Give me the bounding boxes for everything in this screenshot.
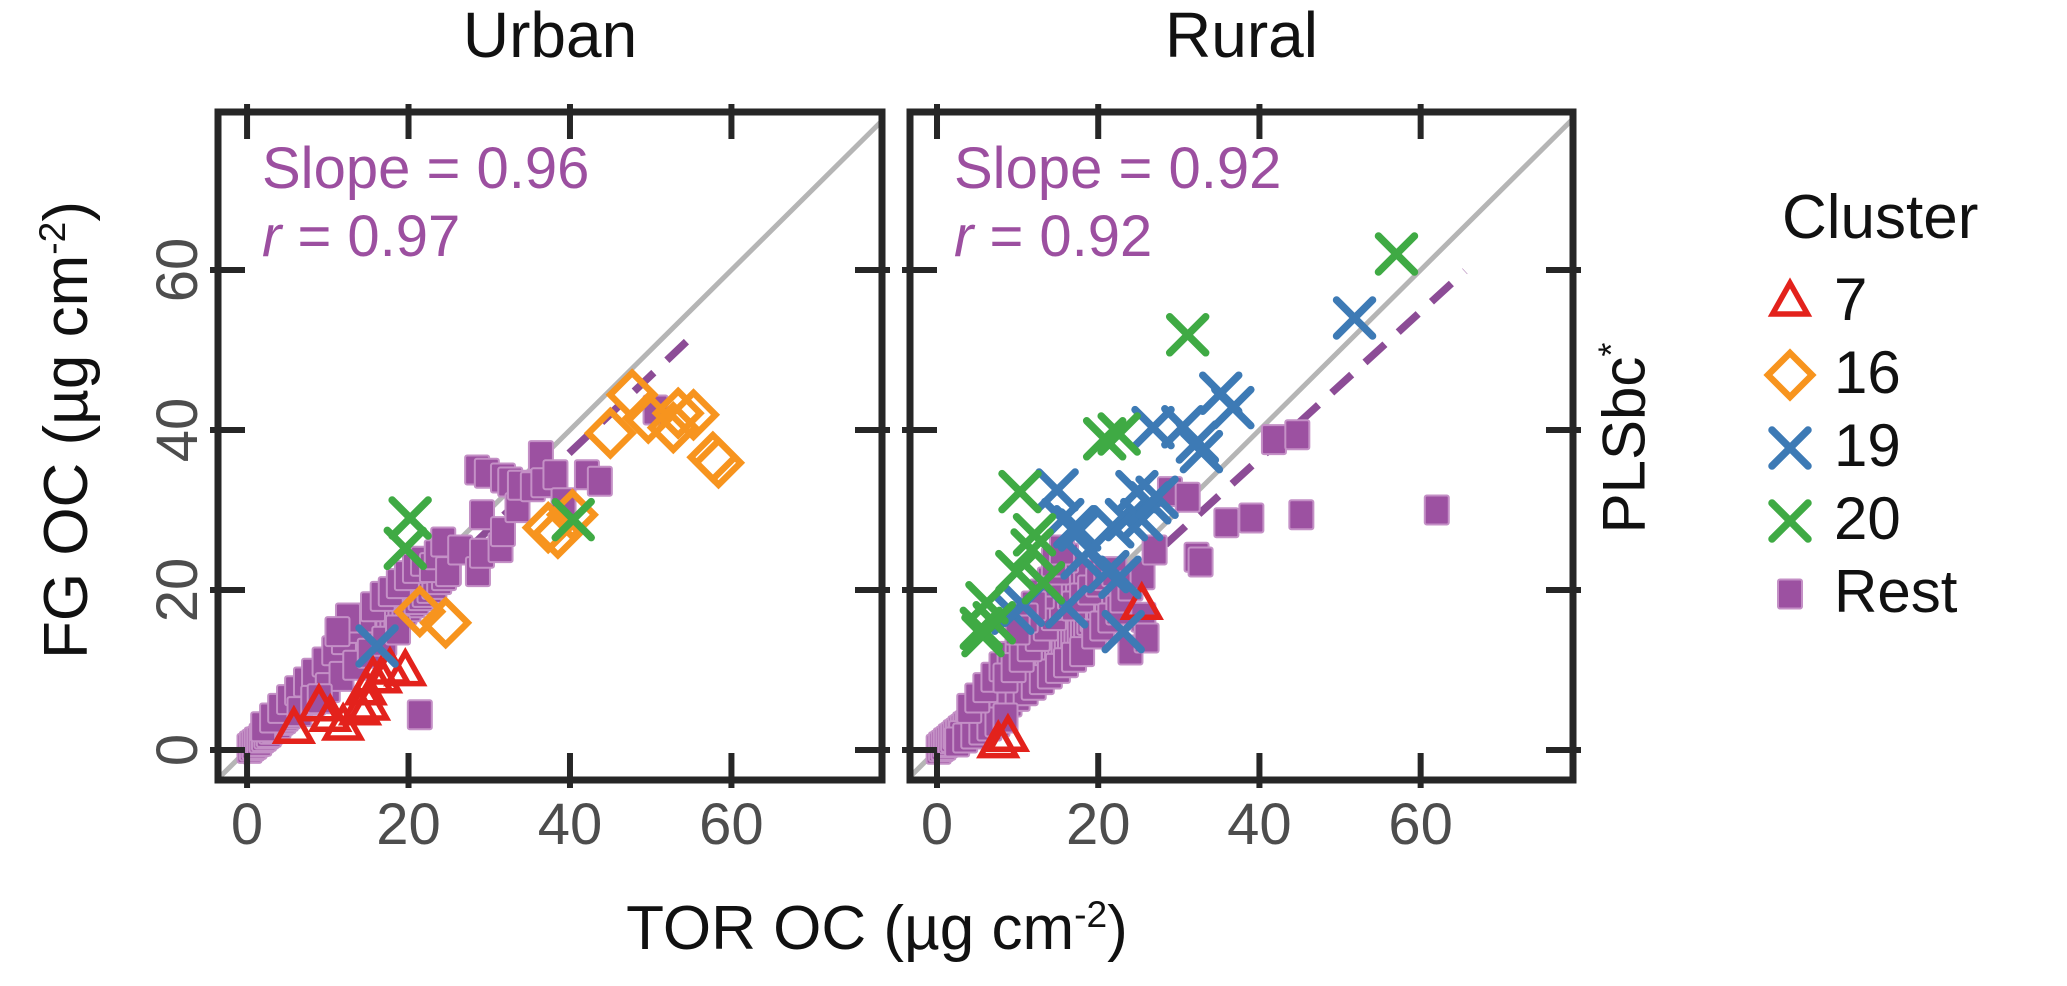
x-tick-label: 20: [376, 792, 441, 857]
panel-title-rural: Rural: [1165, 0, 1318, 71]
legend-entry-label: 19: [1834, 411, 1901, 479]
r-annotation-urban: r = 0.97: [262, 208, 460, 266]
x-axis-label: TOR OC (µg cm-2): [626, 893, 1128, 963]
plot-border: [214, 108, 886, 784]
plot-border: [906, 108, 1577, 784]
r-value: = 0.92: [973, 204, 1153, 269]
scatter-plot-rural: [902, 104, 1581, 788]
fit-line: [930, 268, 1468, 760]
cluster-16-diamond-icon: [1763, 347, 1817, 402]
legend-entry-label: 20: [1834, 484, 1901, 552]
cluster-19-x-icon: [1768, 425, 1812, 470]
legend-entry-label: 7: [1834, 265, 1868, 333]
r-symbol: r: [954, 204, 974, 269]
x-tick-label: 0: [230, 792, 264, 857]
y-axis-label: FG OC (µg cm-2): [31, 200, 101, 660]
y-tick-label: 0: [145, 733, 210, 767]
legend-entry-label: Rest: [1834, 557, 1958, 625]
r-symbol: r: [262, 204, 282, 269]
legend-entry-16: 16: [1758, 336, 1978, 409]
x-tick-label: 40: [537, 792, 603, 857]
x-tick-label: 0: [920, 792, 954, 857]
rural-scatter-panel: [902, 104, 1581, 788]
y-tick-label: 20: [145, 557, 210, 623]
x-tick-label: 20: [1065, 792, 1131, 857]
y-tick-label: 60: [145, 237, 210, 303]
legend-entry-label: 16: [1834, 338, 1901, 406]
panel-title-urban: Urban: [462, 0, 638, 71]
x-tick-label: 40: [1227, 792, 1292, 857]
legend-entry-19: 19: [1758, 409, 1978, 482]
legend-entry-7: 7: [1758, 263, 1978, 336]
slope-annotation-urban: Slope = 0.96: [262, 136, 590, 201]
r-value: = 0.97: [281, 204, 461, 269]
legend-entry-20: 20: [1758, 482, 1978, 555]
y-tick-label: 40: [145, 397, 210, 463]
legend: Cluster 7 16 19 20 Rest: [1758, 182, 1978, 628]
scatter-plot-urban: [210, 104, 890, 788]
x-tick-label: 60: [699, 792, 764, 857]
cluster-20-x-icon: [1768, 498, 1812, 543]
cluster-rest-square-icon: [1777, 578, 1803, 609]
legend-title: Cluster: [1782, 183, 1979, 252]
right-axis-label-plsbc: PLSbc*: [1590, 342, 1658, 534]
cluster-7-triangle-icon: [1767, 276, 1813, 317]
x-tick-label: 60: [1388, 792, 1453, 857]
urban-scatter-panel: [210, 104, 890, 788]
legend-entry-rest: Rest: [1758, 555, 1978, 628]
r-annotation-rural: r = 0.92: [954, 208, 1152, 266]
slope-annotation-rural: Slope = 0.92: [954, 136, 1282, 201]
